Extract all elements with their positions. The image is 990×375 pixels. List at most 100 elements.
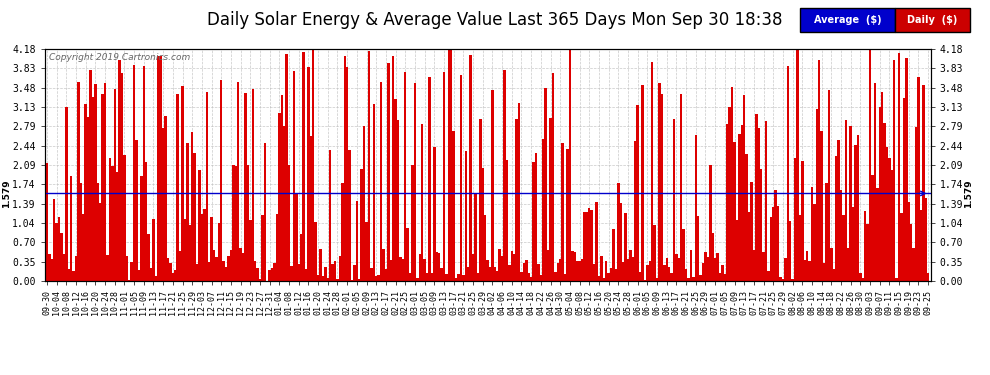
- Bar: [709, 165, 712, 281]
- Bar: [176, 93, 179, 281]
- Bar: [804, 260, 806, 281]
- Bar: [612, 229, 615, 281]
- Bar: [370, 268, 372, 281]
- Bar: [644, 279, 646, 281]
- Bar: [206, 92, 208, 281]
- Bar: [50, 259, 53, 281]
- Bar: [273, 263, 276, 281]
- Bar: [476, 273, 479, 281]
- Bar: [143, 66, 145, 281]
- Bar: [426, 273, 429, 281]
- Bar: [77, 82, 79, 281]
- Bar: [99, 202, 101, 281]
- Bar: [329, 150, 332, 281]
- Bar: [491, 90, 494, 281]
- Bar: [186, 142, 188, 281]
- Bar: [302, 52, 305, 281]
- Bar: [441, 268, 443, 281]
- Bar: [525, 260, 528, 281]
- Bar: [324, 267, 327, 281]
- Bar: [166, 258, 169, 281]
- Bar: [903, 98, 905, 281]
- Bar: [394, 99, 397, 281]
- Bar: [298, 264, 300, 281]
- Bar: [452, 131, 454, 281]
- Bar: [407, 228, 409, 281]
- Bar: [908, 202, 910, 281]
- Bar: [595, 202, 598, 281]
- Bar: [762, 252, 764, 281]
- Bar: [501, 255, 503, 281]
- Bar: [920, 210, 922, 281]
- Bar: [402, 259, 404, 281]
- Bar: [346, 68, 348, 281]
- Bar: [769, 217, 772, 281]
- Bar: [739, 134, 741, 281]
- Bar: [322, 276, 324, 281]
- Bar: [392, 56, 394, 281]
- Bar: [571, 251, 573, 281]
- Bar: [898, 53, 900, 281]
- Bar: [566, 149, 568, 281]
- Bar: [114, 89, 116, 281]
- Bar: [774, 190, 777, 281]
- Bar: [92, 97, 94, 281]
- Bar: [237, 82, 240, 281]
- Bar: [247, 165, 249, 281]
- Bar: [256, 268, 258, 281]
- Bar: [881, 92, 883, 281]
- Bar: [660, 94, 663, 281]
- Bar: [578, 261, 581, 281]
- Bar: [218, 222, 220, 281]
- Bar: [655, 278, 658, 281]
- Bar: [72, 271, 75, 281]
- Bar: [847, 248, 849, 281]
- Bar: [886, 147, 888, 281]
- Bar: [436, 252, 438, 281]
- Bar: [365, 222, 367, 281]
- Bar: [293, 72, 295, 281]
- Bar: [315, 222, 317, 281]
- Bar: [201, 214, 203, 281]
- Bar: [784, 258, 787, 281]
- Bar: [79, 183, 82, 281]
- Bar: [610, 268, 612, 281]
- Bar: [387, 63, 389, 281]
- Bar: [742, 95, 745, 281]
- Bar: [910, 224, 913, 281]
- Bar: [245, 93, 247, 281]
- Bar: [588, 207, 590, 281]
- Bar: [721, 265, 724, 281]
- Bar: [220, 80, 223, 281]
- Bar: [288, 165, 290, 281]
- Text: Daily  ($): Daily ($): [908, 15, 957, 25]
- Bar: [469, 55, 472, 281]
- Bar: [82, 214, 84, 281]
- Bar: [648, 261, 651, 281]
- Bar: [704, 252, 707, 281]
- Bar: [360, 169, 363, 281]
- Bar: [586, 212, 588, 281]
- Bar: [431, 273, 433, 281]
- Bar: [300, 234, 302, 281]
- Bar: [767, 270, 769, 281]
- Bar: [878, 107, 881, 281]
- Bar: [745, 154, 747, 281]
- Bar: [223, 261, 225, 281]
- Bar: [838, 140, 840, 281]
- Bar: [731, 87, 734, 281]
- Bar: [918, 76, 920, 281]
- Bar: [913, 248, 915, 281]
- Bar: [235, 166, 237, 281]
- Bar: [521, 272, 523, 281]
- Bar: [849, 126, 852, 281]
- Bar: [363, 126, 365, 281]
- Bar: [896, 278, 898, 281]
- Bar: [883, 123, 886, 281]
- Bar: [433, 147, 436, 281]
- Bar: [813, 204, 816, 281]
- Bar: [818, 60, 821, 281]
- Bar: [228, 256, 230, 281]
- Bar: [213, 250, 215, 281]
- Bar: [65, 107, 67, 281]
